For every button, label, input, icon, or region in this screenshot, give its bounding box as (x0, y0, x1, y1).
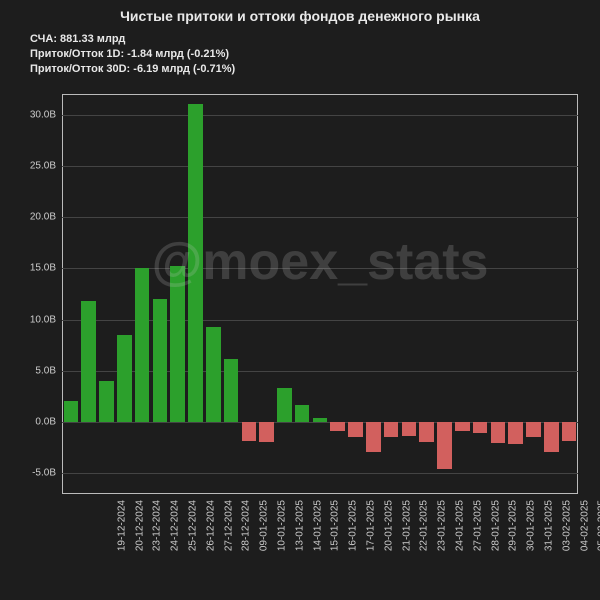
x-tick-label: 19-12-2024 (117, 500, 128, 551)
y-tick-label: -5.0B (32, 468, 62, 479)
y-tick-label: 25.0B (30, 160, 62, 171)
x-tick-label: 24-12-2024 (170, 500, 181, 551)
bar (295, 405, 310, 422)
bar (330, 422, 345, 431)
bar (81, 301, 96, 422)
bar (402, 422, 417, 435)
bar (419, 422, 434, 441)
chart-title: Чистые притоки и оттоки фондов денежного… (0, 8, 600, 24)
x-tick-label: 16-01-2025 (348, 500, 359, 551)
bar (277, 388, 292, 422)
grid-line (62, 473, 578, 474)
x-tick-label: 28-01-2025 (490, 500, 501, 551)
bar (206, 327, 221, 422)
grid-line (62, 166, 578, 167)
bar (64, 401, 79, 423)
bar (188, 104, 203, 422)
x-tick-label: 25-12-2024 (188, 500, 199, 551)
bar (366, 422, 381, 452)
x-tick-label: 15-01-2025 (330, 500, 341, 551)
y-tick-label: 20.0B (30, 212, 62, 223)
y-tick-label: 0.0B (35, 417, 62, 428)
chart-container: Чистые притоки и оттоки фондов денежного… (0, 0, 600, 600)
x-tick-label: 20-01-2025 (383, 500, 394, 551)
y-tick-label: 5.0B (35, 365, 62, 376)
bar (224, 359, 239, 423)
x-tick-label: 27-01-2025 (472, 500, 483, 551)
plot-area: -5.0B0.0B5.0B10.0B15.0B20.0B25.0B30.0B19… (62, 94, 578, 494)
bar (99, 381, 114, 422)
bar (526, 422, 541, 436)
bar (562, 422, 577, 440)
bar (491, 422, 506, 443)
x-tick-label: 22-01-2025 (419, 500, 430, 551)
bar (455, 422, 470, 431)
bar (348, 422, 363, 436)
x-tick-label: 23-12-2024 (152, 500, 163, 551)
bar (117, 335, 132, 422)
bar (473, 422, 488, 433)
x-tick-label: 10-01-2025 (277, 500, 288, 551)
x-tick-label: 29-01-2025 (508, 500, 519, 551)
grid-line (62, 217, 578, 218)
bar (259, 422, 274, 441)
x-tick-label: 20-12-2024 (134, 500, 145, 551)
x-tick-label: 17-01-2025 (366, 500, 377, 551)
grid-line (62, 115, 578, 116)
stat-nav: СЧА: 881.33 млрд (30, 32, 235, 47)
y-tick-label: 30.0B (30, 109, 62, 120)
bar (508, 422, 523, 444)
x-tick-label: 13-01-2025 (294, 500, 305, 551)
x-tick-label: 24-01-2025 (455, 500, 466, 551)
bar (153, 299, 168, 422)
bar (135, 268, 150, 422)
x-tick-label: 31-01-2025 (544, 500, 555, 551)
x-tick-label: 23-01-2025 (437, 500, 448, 551)
x-tick-label: 03-02-2025 (561, 500, 572, 551)
bar (170, 266, 185, 422)
y-tick-label: 10.0B (30, 314, 62, 325)
bar (437, 422, 452, 469)
y-tick-label: 15.0B (30, 263, 62, 274)
x-tick-label: 30-01-2025 (526, 500, 537, 551)
stat-30d: Приток/Отток 30D: -6.19 млрд (-0.71%) (30, 62, 235, 77)
stat-1d: Приток/Отток 1D: -1.84 млрд (-0.21%) (30, 47, 235, 62)
bar (242, 422, 257, 440)
bar (313, 418, 328, 422)
bar (544, 422, 559, 452)
x-tick-label: 04-02-2025 (579, 500, 590, 551)
x-tick-label: 28-12-2024 (241, 500, 252, 551)
x-tick-label: 14-01-2025 (312, 500, 323, 551)
x-tick-label: 27-12-2024 (223, 500, 234, 551)
x-tick-label: 26-12-2024 (206, 500, 217, 551)
x-tick-label: 21-01-2025 (401, 500, 412, 551)
chart-stats: СЧА: 881.33 млрд Приток/Отток 1D: -1.84 … (30, 32, 235, 77)
x-tick-label: 09-01-2025 (259, 500, 270, 551)
bar (384, 422, 399, 436)
